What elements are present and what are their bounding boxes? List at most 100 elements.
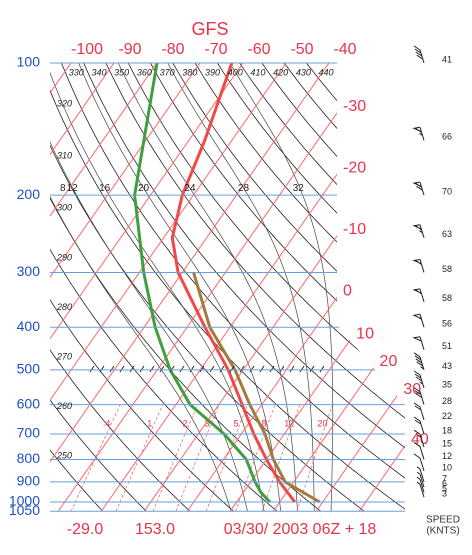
pressure-tick-label: 400 (17, 318, 41, 334)
pressure-tick-label: 500 (17, 361, 41, 377)
theta-w-label: 28 (238, 183, 250, 194)
pressure-tick-label: 700 (17, 425, 41, 441)
theta-label: 350 (114, 67, 129, 77)
dry-adiabat (105, 63, 405, 511)
theta-w-label: 8 (60, 183, 66, 194)
theta-label: 380 (182, 67, 197, 77)
temperature-tick-label: -70 (204, 41, 227, 58)
mixing-ratio-line (115, 404, 164, 511)
profile-line (170, 63, 296, 503)
mixing-ratio-line (205, 404, 248, 511)
pressure-tick-label: 900 (17, 473, 41, 489)
pressure-tick-label: 1000 (9, 493, 40, 509)
mixing-ratio-label: 8 (261, 418, 266, 428)
temperature-tick-label: 0 (343, 283, 352, 300)
wind-barb (413, 442, 425, 460)
temperature-tick-label: -60 (247, 41, 270, 58)
dry-adiabat (50, 63, 278, 511)
dry-adiabat (50, 63, 234, 511)
temperature-tick-label: -50 (290, 41, 313, 58)
theta-label: 390 (205, 67, 220, 77)
theta-label: 370 (160, 67, 175, 77)
wind-speed-label: 10 (442, 462, 452, 472)
dry-adiabat (83, 63, 405, 511)
theta-w-label: 24 (184, 183, 196, 194)
dry-adiabat (50, 63, 191, 511)
temperature-tick-label: -80 (161, 41, 184, 58)
wind-barb (412, 224, 425, 238)
footer-text: -29.0 (67, 521, 104, 538)
temperature-tick-label: -40 (333, 41, 356, 58)
tropopause-hatch (89, 365, 325, 373)
mixing-ratio-line (175, 404, 220, 511)
theta-label: 290 (56, 252, 72, 262)
mixing-ratio-label: 3 (205, 418, 210, 428)
pressure-tick-label: 200 (17, 186, 41, 202)
moist-adiabat (167, 63, 315, 511)
theta-label: 410 (250, 67, 265, 77)
pressure-tick-label: 100 (17, 54, 41, 70)
pressure-tick-label: 800 (17, 450, 41, 466)
temperature-tick-label: -100 (71, 41, 103, 58)
isotherm (50, 63, 245, 511)
isotherm (50, 63, 374, 511)
profile-line (192, 272, 321, 504)
wind-barb (412, 313, 425, 328)
pressure-tick-label: 300 (17, 263, 41, 279)
mixing-ratio-label: 1 (147, 418, 152, 428)
wind-speed-label: 12 (442, 451, 452, 461)
temperature-tick-label: -10 (343, 221, 366, 238)
temperature-tick-label: -90 (118, 41, 141, 58)
wind-barb (416, 481, 425, 498)
dry-adiabat (50, 63, 147, 511)
wind-speed-label: 28 (442, 396, 452, 406)
wind-speed-label: 5 (442, 484, 447, 494)
pressure-tick-label: 600 (17, 395, 41, 411)
mixing-ratio-label: 2 (183, 418, 188, 428)
theta-label: 250 (56, 451, 72, 461)
mixing-ratio-label: 5 (233, 418, 238, 428)
wind-speed-label: 7 (442, 473, 447, 483)
wind-speed-label: 51 (442, 341, 452, 351)
theta-label: 400 (228, 67, 243, 77)
mixing-ratio-label: 12 (284, 418, 294, 428)
wind-speed-label: 58 (442, 264, 452, 274)
theta-label: 360 (137, 67, 152, 77)
moist-adiabat (229, 63, 334, 511)
wind-barb (412, 258, 425, 273)
mixing-ratio-line (152, 404, 198, 511)
theta-label: 430 (296, 67, 311, 77)
isotherm (109, 63, 405, 511)
temperature-tick-label: 10 (356, 326, 374, 343)
wind-speed-label: 63 (442, 229, 452, 239)
theta-label: 320 (57, 98, 72, 108)
wind-barb (412, 336, 425, 350)
wind-speed-label: 70 (442, 187, 452, 197)
theta-label: 310 (57, 151, 72, 161)
theta-label: 440 (319, 67, 334, 77)
wind-barb (416, 476, 425, 493)
dry-adiabat (172, 63, 405, 511)
wind-speed-label: 18 (442, 425, 452, 435)
moist-adiabat (50, 63, 248, 511)
temperature-tick-label: -20 (343, 160, 366, 177)
isotherm (50, 63, 202, 511)
wind-speed-label: 22 (442, 411, 452, 421)
theta-label: 280 (56, 302, 72, 312)
wind-speed-label: 58 (442, 293, 452, 303)
wind-speed-label: 43 (442, 361, 452, 371)
wind-speed-label: 66 (442, 132, 452, 142)
dry-adiabat (127, 63, 405, 511)
theta-label: 300 (57, 202, 72, 212)
wind-barb (412, 126, 425, 141)
wind-barb (416, 471, 425, 488)
dry-adiabat (61, 63, 405, 511)
theta-w-label: 20 (138, 183, 150, 194)
wind-speed-label: 41 (442, 54, 452, 64)
chart-title: GFS (191, 19, 228, 39)
isotherm (324, 63, 405, 511)
theta-w-label: 16 (99, 183, 111, 194)
theta-label: 270 (56, 352, 72, 362)
wind-barb (413, 402, 425, 421)
isotherm (50, 63, 331, 511)
